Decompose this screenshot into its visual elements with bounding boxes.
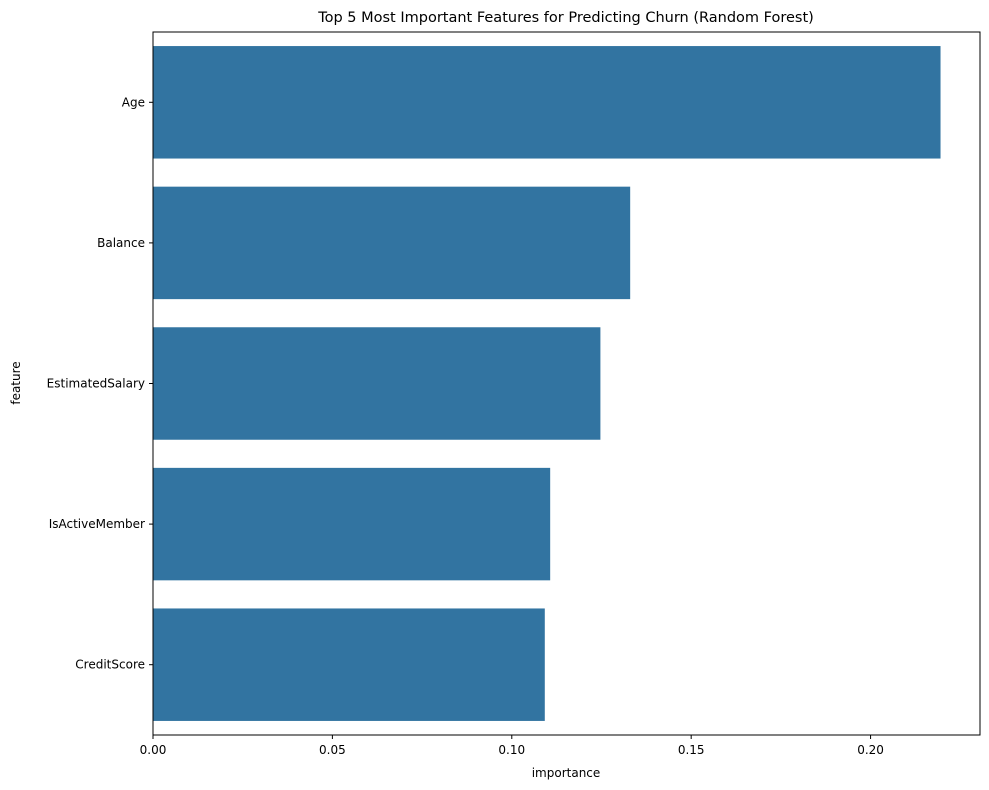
plot-frame	[152, 31, 981, 736]
y-tick-label: IsActiveMember	[49, 517, 145, 531]
bar-isactivemember	[153, 467, 551, 581]
bar-creditscore	[153, 608, 545, 721]
x-tick-label: 0.20	[857, 743, 884, 757]
y-axis-label: feature	[9, 361, 23, 404]
y-tick-label: CreditScore	[75, 658, 145, 672]
bar-estimatedsalary	[153, 327, 601, 440]
chart-title: Top 5 Most Important Features for Predic…	[317, 10, 814, 26]
bar-balance	[153, 186, 631, 300]
x-axis-label: importance	[532, 766, 601, 780]
bar-age	[153, 46, 941, 159]
y-tick-label: EstimatedSalary	[47, 377, 145, 391]
x-tick-label: 0.15	[678, 743, 705, 757]
x-tick-label: 0.00	[140, 743, 167, 757]
y-axis-ticks: Age Balance EstimatedSalary IsActiveMember C…	[47, 95, 153, 672]
x-tick-label: 0.05	[319, 743, 346, 757]
x-tick-label: 0.10	[498, 743, 525, 757]
bars-group	[153, 46, 941, 721]
x-axis-ticks: 0.00 0.05 0.10 0.15 0.20	[140, 735, 884, 757]
y-tick-label: Age	[122, 95, 145, 109]
y-tick-label: Balance	[97, 236, 145, 250]
